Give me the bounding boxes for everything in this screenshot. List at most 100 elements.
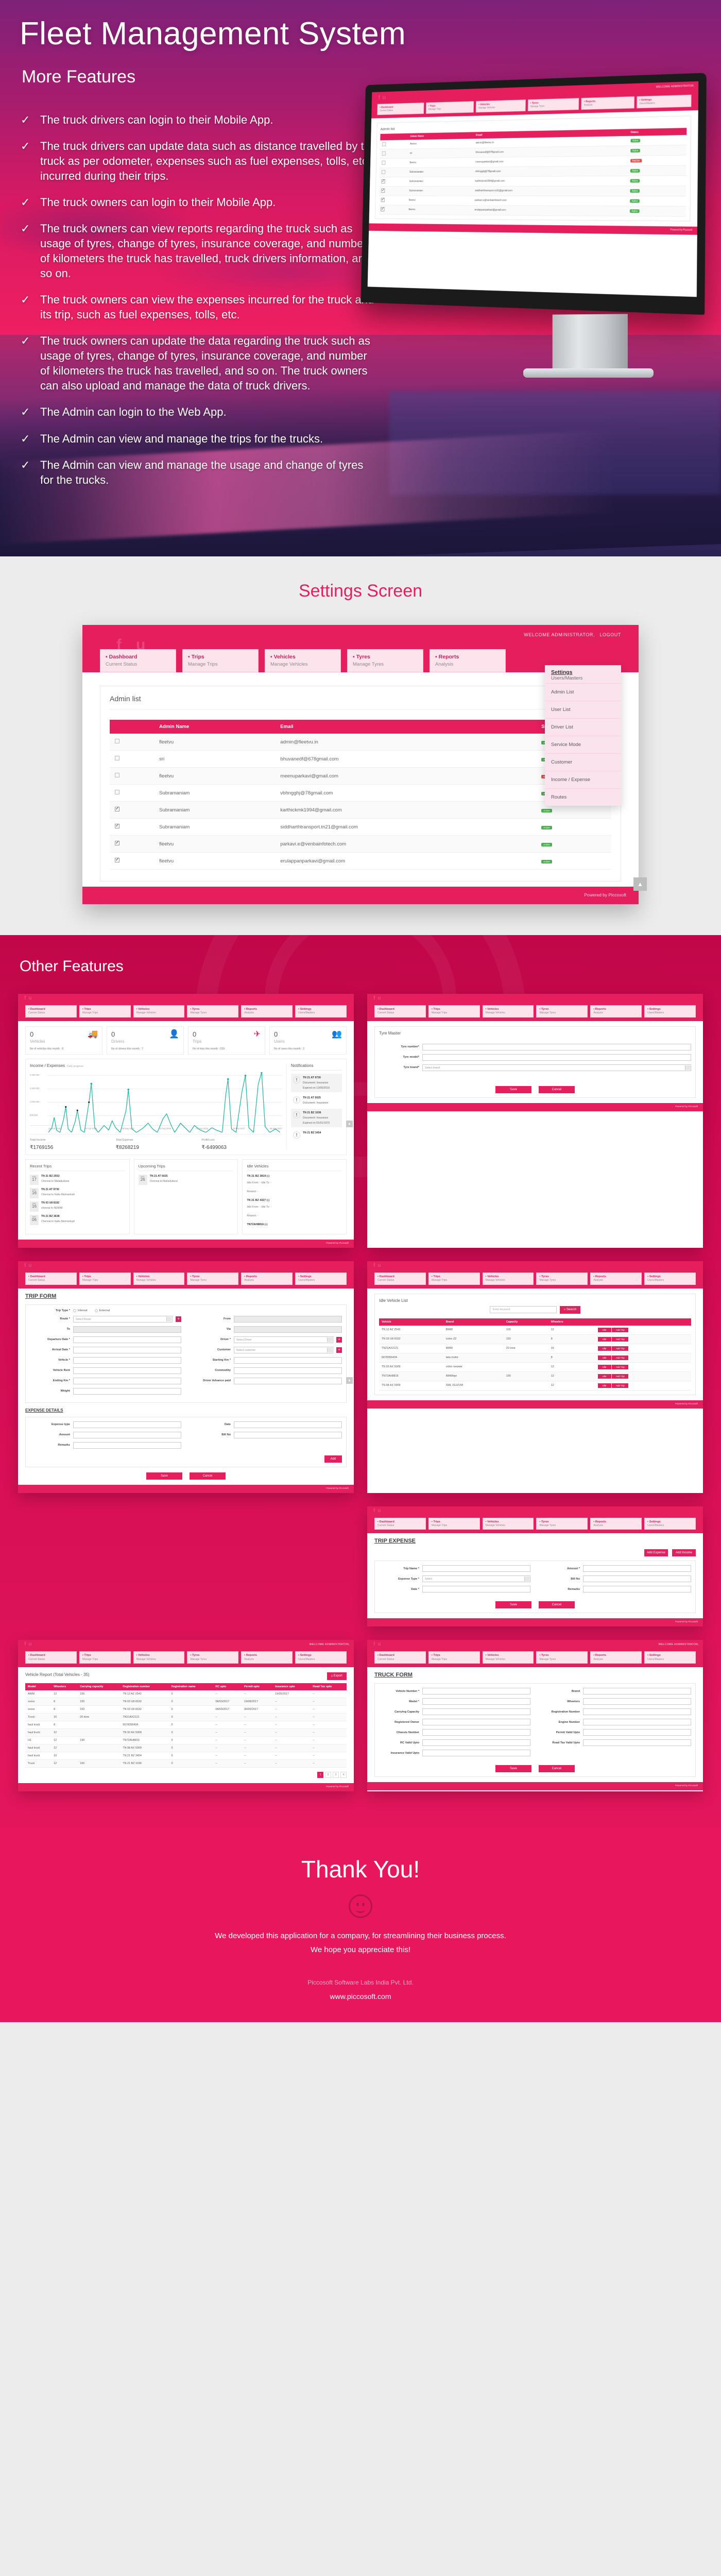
- app-nav[interactable]: ▪ Dashboard Current Status ▪ Trips Manage T…: [367, 1272, 703, 1289]
- field-input[interactable]: [234, 1326, 342, 1333]
- app-nav[interactable]: ▪ Dashboard Current Status ▪ Trips Manage T…: [18, 1272, 354, 1289]
- idle-button[interactable]: Idle: [597, 1374, 611, 1379]
- row-checkbox[interactable]: [115, 840, 119, 845]
- trip-item[interactable]: MAY 16 TN 21 AT 9730 Chennai to Kattu Manna…: [30, 1188, 125, 1198]
- nav-item-trips[interactable]: ▪ Trips Manage Trips: [428, 1005, 480, 1018]
- field-input[interactable]: [422, 1750, 530, 1757]
- nav-item-settings[interactable]: ▪ Settings Users/Masters: [295, 1651, 347, 1664]
- dropdown-item-driver-list[interactable]: Driver List: [545, 718, 621, 736]
- export-button[interactable]: ⤓ Export: [327, 1672, 347, 1681]
- trip-item[interactable]: MAY 17 TN 21 BZ 2553 Chennai to Mailadudura…: [30, 1174, 125, 1185]
- field-input[interactable]: [73, 1336, 181, 1343]
- nav-item-vehicles[interactable]: ▪ Vehicles Manage Vehicles: [133, 1005, 185, 1018]
- nav-item-reports[interactable]: ▪ Reports Analysis: [590, 1517, 642, 1530]
- nav-item-reports[interactable]: ▪ Reports Analysis: [430, 649, 506, 672]
- add-expense-button[interactable]: Add Expense: [644, 1549, 668, 1557]
- row-checkbox[interactable]: [115, 790, 119, 794]
- app-nav[interactable]: ▪ Dashboard Current Status ▪ Trips Manage T…: [367, 1517, 703, 1534]
- dropdown-item-income-expense[interactable]: Income / Expense: [545, 771, 621, 788]
- add-trip-button[interactable]: Add Trip: [612, 1327, 629, 1332]
- row-checkbox[interactable]: [115, 857, 119, 862]
- row-checkbox-cell[interactable]: [110, 835, 154, 853]
- field-input[interactable]: [73, 1326, 181, 1333]
- field-input[interactable]: [422, 1719, 530, 1726]
- field-input[interactable]: [422, 1698, 530, 1705]
- cancel-button[interactable]: Cancel: [539, 1765, 575, 1773]
- cancel-button[interactable]: Cancel: [539, 1601, 575, 1609]
- nav-item-reports[interactable]: ▪ Reports Analysis: [581, 96, 634, 110]
- field-input[interactable]: [422, 1729, 530, 1736]
- row-checkbox-cell[interactable]: [110, 852, 154, 870]
- nav-item-tyres[interactable]: ▪ Tyres Manage Tyres: [347, 649, 423, 672]
- company-url[interactable]: www.piccosoft.com: [330, 1992, 391, 2001]
- field-input[interactable]: [422, 1688, 530, 1695]
- field-input[interactable]: [234, 1357, 342, 1364]
- trip-item[interactable]: MAY 16 TN 03 U8 8192 chennai to NEMAK: [30, 1201, 125, 1212]
- field-input[interactable]: [583, 1586, 691, 1593]
- row-checkbox-cell[interactable]: [110, 818, 154, 836]
- nav-item-trips[interactable]: ▪ Trips Manage Trips: [425, 101, 474, 114]
- field-input[interactable]: [583, 1688, 691, 1695]
- nav-item-vehicles[interactable]: ▪ Vehicles Manage Vehicles: [482, 1651, 534, 1664]
- app-nav[interactable]: ▪ Dashboard Current Status ▪ Trips Manage T…: [367, 1005, 703, 1021]
- nav-item-reports[interactable]: ▪ Reports Analysis: [241, 1272, 293, 1285]
- settings-dropdown[interactable]: Settings Users/Masters Admin List User Li…: [545, 665, 621, 806]
- field-input[interactable]: [73, 1431, 181, 1438]
- dropdown-item-routes[interactable]: Routes: [545, 788, 621, 806]
- nav-item-vehicles[interactable]: ▪ Vehicles Manage Vehicles: [133, 1651, 185, 1664]
- field-input[interactable]: [583, 1739, 691, 1747]
- nav-item-dashboard[interactable]: ▪ Dashboard Current Status: [374, 1272, 426, 1285]
- row-checkbox-cell[interactable]: [379, 167, 408, 177]
- nav-item-dashboard[interactable]: ▪ Dashboard Current Status: [377, 103, 424, 115]
- field-input[interactable]: Select Route: [73, 1315, 173, 1323]
- row-checkbox[interactable]: [115, 823, 119, 828]
- dropdown-item-customer[interactable]: Customer: [545, 753, 621, 771]
- add-trip-button[interactable]: Add Trip: [612, 1336, 629, 1342]
- scroll-to-top-button[interactable]: ▲: [633, 877, 647, 891]
- row-checkbox[interactable]: [115, 756, 119, 760]
- nav-item-dashboard[interactable]: ▪ Dashboard Current Status: [374, 1651, 426, 1664]
- nav-item-settings[interactable]: ▪ Settings Users/Masters: [295, 1272, 347, 1285]
- dropdown-item-service-mode[interactable]: Service Mode: [545, 736, 621, 753]
- notification-item[interactable]: ! TN 21 AT 5025 Document: Insurance: [291, 1094, 342, 1107]
- nav-item-trips[interactable]: ▪ Trips Manage Trips: [428, 1651, 480, 1664]
- nav-item-reports[interactable]: ▪ Reports Analysis: [241, 1651, 293, 1664]
- save-button[interactable]: Save: [495, 1086, 531, 1093]
- logout-link[interactable]: LOGOUT: [599, 632, 621, 637]
- add-trip-button[interactable]: Add Trip: [612, 1346, 629, 1351]
- nav-item-vehicles[interactable]: ▪ Vehicles Manage Vehicles: [482, 1005, 534, 1018]
- field-input[interactable]: [583, 1575, 691, 1583]
- add-button[interactable]: +: [176, 1316, 181, 1322]
- field-input[interactable]: [73, 1387, 181, 1395]
- nav-item-tyres[interactable]: ▪ Tyres Manage Tyres: [536, 1517, 588, 1530]
- nav-item-settings[interactable]: ▪ Settings Users/Masters: [636, 94, 692, 109]
- row-checkbox[interactable]: [115, 773, 119, 777]
- nav-item-dashboard[interactable]: ▪ Dashboard Current Status: [25, 1651, 77, 1664]
- field-input[interactable]: [422, 1043, 691, 1050]
- notification-item[interactable]: ! TN 21 BZ 3454: [291, 1129, 342, 1141]
- add-expense-button[interactable]: Add: [324, 1455, 342, 1463]
- nav-item-vehicles[interactable]: ▪ Vehicles Manage Vehicles: [482, 1272, 534, 1285]
- row-checkbox-cell[interactable]: [379, 177, 407, 187]
- page-4[interactable]: 4: [340, 1772, 347, 1778]
- row-checkbox[interactable]: [381, 170, 386, 174]
- scroll-to-top-button[interactable]: ▲: [346, 1121, 353, 1128]
- row-checkbox[interactable]: [115, 739, 119, 743]
- row-checkbox-cell[interactable]: [110, 801, 154, 819]
- field-input[interactable]: [73, 1421, 181, 1428]
- field-input[interactable]: [583, 1708, 691, 1716]
- field-input[interactable]: [583, 1729, 691, 1736]
- field-input[interactable]: [422, 1586, 530, 1593]
- row-checkbox-cell[interactable]: [379, 186, 407, 196]
- field-input[interactable]: [422, 1565, 530, 1572]
- trip-item[interactable]: MAY 26 TN 21 AT 5025 Chennai to Mailadudura…: [138, 1174, 234, 1185]
- field-input[interactable]: [234, 1421, 342, 1428]
- idle-button[interactable]: Idle: [597, 1364, 611, 1369]
- add-button[interactable]: +: [336, 1336, 342, 1343]
- add-trip-button[interactable]: Add Trip: [612, 1355, 629, 1360]
- field-input[interactable]: [422, 1739, 530, 1747]
- row-checkbox-cell[interactable]: [110, 784, 154, 802]
- row-checkbox[interactable]: [381, 197, 385, 202]
- notification-item[interactable]: ! TN 21 AT 9730 Document: Insurance Expired…: [291, 1073, 342, 1092]
